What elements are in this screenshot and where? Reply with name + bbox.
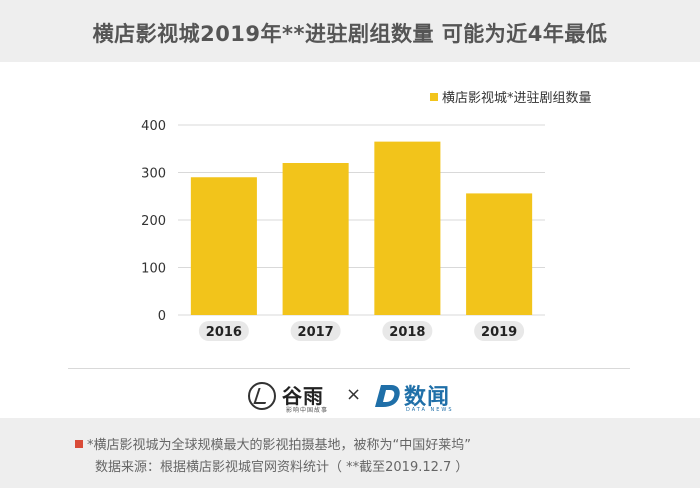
footnote-text: *横店影视城为全球规模最大的影视拍摄基地，被称为“中国好莱坞”: [87, 438, 471, 453]
legend: 横店影视城*进驻剧组数量: [430, 91, 592, 106]
x-tick-pill: [474, 321, 525, 341]
x-tick-pill: [382, 321, 433, 341]
y-tick-label: 100: [141, 262, 166, 277]
x-tick-pill: [290, 321, 341, 341]
shuwen-logo-tagline: DATA NEWS: [406, 407, 454, 413]
y-tick-label: 0: [158, 309, 166, 324]
bar-chart: 0 100 200 300 400 2016 2017 2018 2019 横店影视城*进驻剧…: [141, 91, 592, 341]
guyu-logo-tagline: 影响中国故事: [286, 407, 329, 414]
legend-swatch: [430, 93, 438, 101]
collab-times: ×: [346, 384, 362, 405]
y-axis-ticks: 0 100 200 300 400: [141, 119, 166, 324]
bar-2016: [190, 177, 257, 315]
legend-label: 横店影视城*进驻剧组数量: [442, 91, 592, 106]
source-text: 数据来源：根据横店影视城官网资料统计（ **截至2019.12.7 ）: [95, 460, 469, 475]
y-tick-label: 400: [141, 119, 166, 134]
logo-bar: 谷雨 影响中国故事 × 数闻 DATA NEWS: [0, 378, 700, 418]
y-tick-label: 200: [141, 214, 166, 229]
x-tick-label: 2017: [298, 325, 334, 340]
note-marker: [75, 440, 83, 448]
x-tick-label: 2016: [206, 325, 242, 340]
x-tick-label: 2018: [389, 325, 425, 340]
guyu-logo-name: 谷雨: [282, 384, 324, 408]
bar-2017: [282, 163, 349, 315]
bar-2018: [374, 141, 441, 315]
x-tick-label: 2019: [481, 325, 517, 340]
footnote-panel: *横店影视城为全球规模最大的影视拍摄基地，被称为“中国好莱坞” 数据来源：根据横…: [0, 418, 700, 488]
shuwen-logo-name: 数闻: [404, 385, 451, 410]
chart-title: 横店影视城2019年**进驻剧组数量 可能为近4年最低: [92, 22, 608, 46]
y-tick-label: 300: [141, 167, 166, 182]
shuwen-logo-icon: [375, 385, 400, 407]
x-tick-pill: [198, 321, 249, 341]
bars: [190, 141, 533, 315]
x-axis-ticks: 2016 2017 2018 2019: [198, 321, 525, 341]
title-banner: 横店影视城2019年**进驻剧组数量 可能为近4年最低: [0, 0, 700, 62]
bar-2019: [466, 193, 533, 315]
divider: [68, 368, 630, 369]
guyu-logo-icon: [248, 382, 276, 410]
